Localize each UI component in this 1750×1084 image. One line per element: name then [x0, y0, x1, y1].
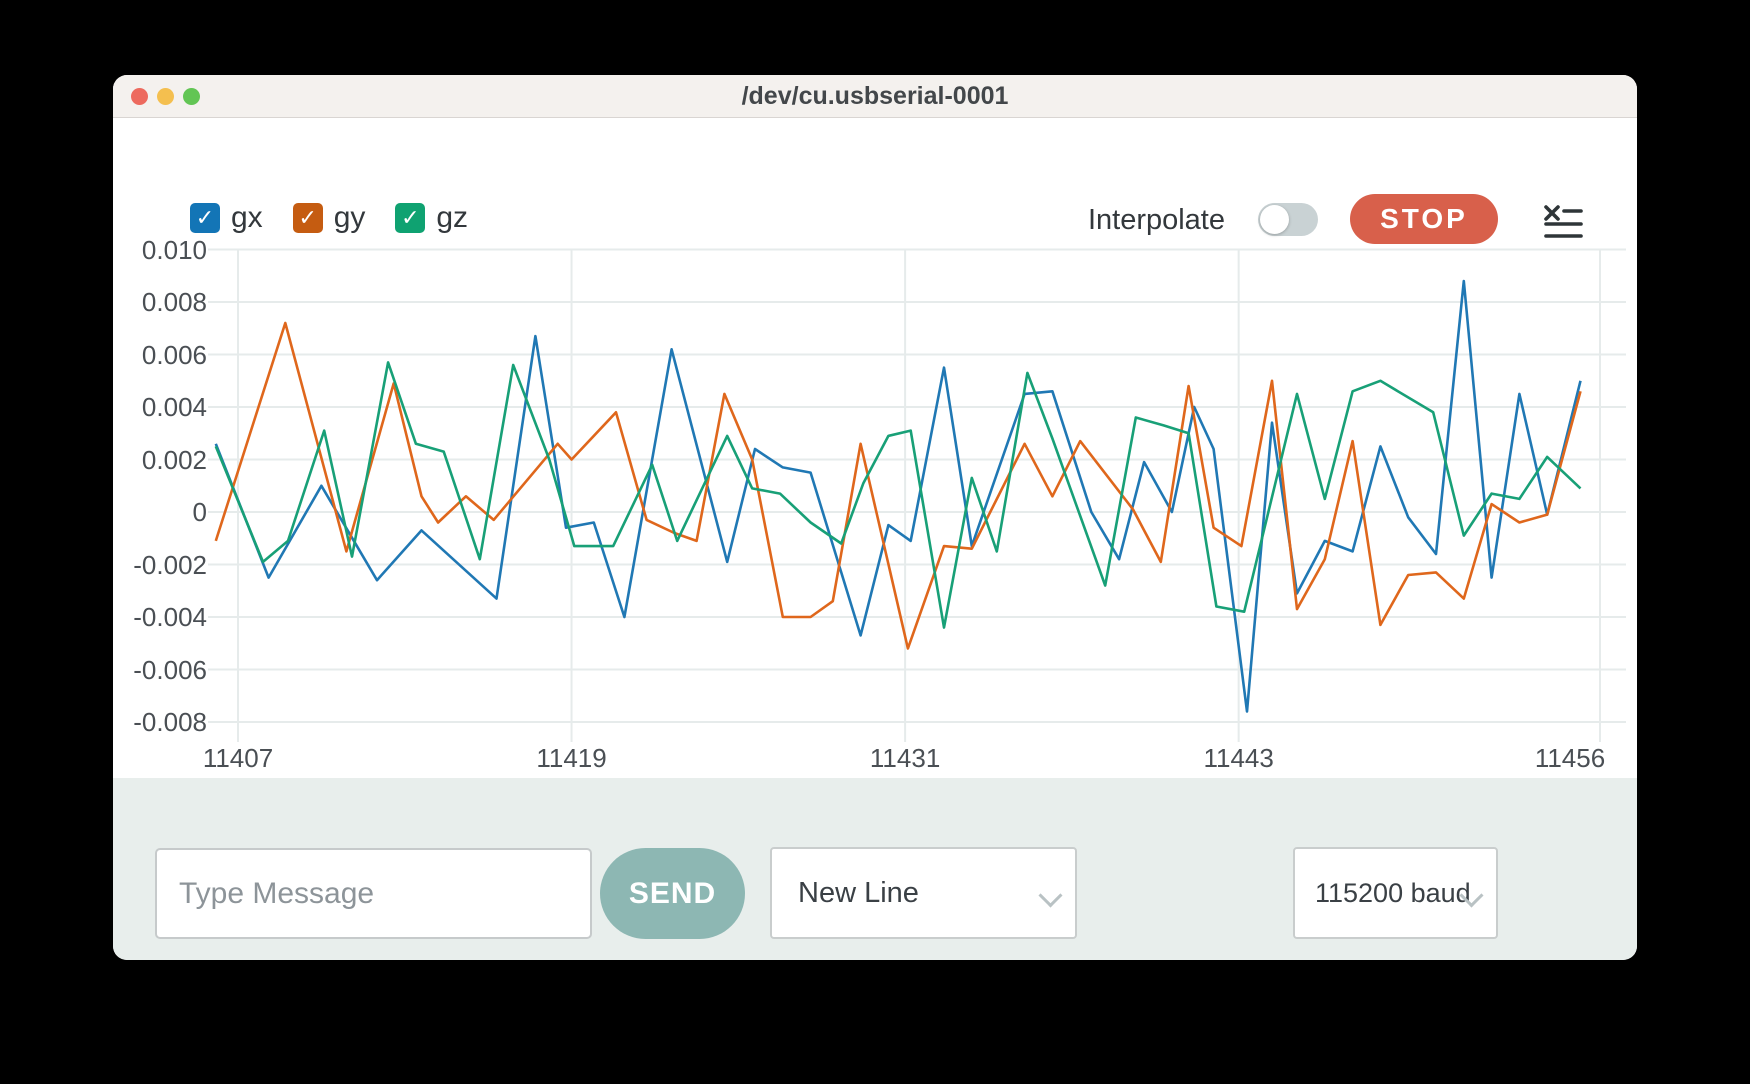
controls-row: ✓ gx ✓ gy ✓ gz Interpolate STOP — [113, 117, 1637, 247]
y-axis-tick: 0.004 — [141, 392, 207, 422]
y-axis-tick: -0.002 — [133, 549, 207, 580]
checkbox-label: gz — [436, 201, 469, 234]
series-line-gz — [214, 361, 1582, 629]
minimize-button[interactable] — [157, 87, 174, 105]
y-axis-tick: 0.002 — [141, 444, 207, 475]
y-axis-tick: -0.004 — [133, 602, 207, 632]
baud-rate-value: 115200 baud — [1315, 877, 1471, 908]
interpolate-toggle[interactable] — [1258, 203, 1318, 236]
x-axis-tick: 11443 — [1203, 743, 1274, 773]
checkbox-gz[interactable]: ✓ — [395, 203, 426, 233]
zoom-button[interactable] — [183, 87, 200, 105]
x-axis-tick: 11407 — [202, 743, 274, 773]
chart: 0.010 0.008 0.006 0.004 0.002 0 -0.002 -0.004 -0… — [113, 235, 1637, 778]
chevron-down-icon — [1038, 883, 1063, 908]
y-axis-tick: 0.010 — [141, 234, 207, 265]
checkbox-label: gy — [333, 201, 366, 234]
title-bar[interactable]: /dev/cu.usbserial-0001 — [113, 75, 1637, 118]
log-list-icon[interactable] — [1543, 204, 1583, 240]
series-line-gy — [214, 321, 1582, 650]
traffic-lights — [131, 75, 200, 117]
message-bar: SEND New Line 115200 baud — [113, 778, 1637, 960]
checkbox-gy[interactable]: ✓ — [292, 203, 323, 233]
line-ending-value: New Line — [798, 876, 919, 909]
window-title: /dev/cu.usbserial-0001 — [741, 81, 1009, 110]
interpolate-label: Interpolate — [1087, 204, 1225, 236]
chart-canvas — [208, 248, 1626, 742]
checkbox-gx[interactable]: ✓ — [190, 203, 220, 233]
stop-button[interactable]: STOP — [1350, 194, 1498, 244]
toggle-knob — [1260, 205, 1289, 234]
series-legend: ✓ gx ✓ gy ✓ gz — [190, 201, 468, 235]
line-ending-select[interactable]: New Line — [770, 847, 1077, 939]
x-axis-tick: 11419 — [536, 743, 607, 773]
y-axis-tick: 0.006 — [141, 339, 207, 370]
legend-item-gx[interactable]: ✓ gx — [190, 201, 263, 235]
y-axis-tick: 0 — [192, 497, 207, 527]
y-axis-tick: -0.006 — [133, 654, 207, 685]
checkbox-label: gx — [231, 201, 263, 234]
send-button[interactable]: SEND — [600, 848, 745, 939]
message-input[interactable] — [155, 848, 592, 939]
legend-item-gz[interactable]: ✓ gz — [395, 201, 468, 235]
y-axis-tick: 0.008 — [141, 287, 207, 317]
x-axis-tick: 11456 — [1534, 743, 1606, 773]
close-button[interactable] — [131, 87, 148, 105]
y-axis-tick: -0.008 — [133, 707, 207, 737]
baud-rate-select[interactable]: 115200 baud — [1293, 847, 1498, 939]
legend-item-gy[interactable]: ✓ gy — [292, 201, 366, 235]
app-window: /dev/cu.usbserial-0001 ✓ gx ✓ gy ✓ gz Interpo… — [113, 75, 1637, 960]
x-axis-tick: 11431 — [869, 743, 941, 773]
